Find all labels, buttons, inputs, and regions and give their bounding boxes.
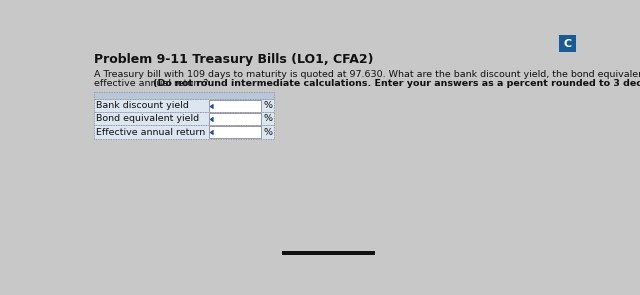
Text: %: %: [263, 114, 272, 123]
Text: (Do not round intermediate calculations. Enter your answers as a percent rounded: (Do not round intermediate calculations.…: [153, 79, 640, 88]
Text: Bank discount yield: Bank discount yield: [96, 101, 189, 110]
Bar: [94, 125, 274, 139]
Bar: [209, 113, 261, 125]
Bar: [209, 100, 261, 112]
Text: A Treasury bill with 109 days to maturity is quoted at 97.630. What are the bank: A Treasury bill with 109 days to maturit…: [94, 70, 640, 79]
Bar: [282, 251, 374, 255]
Bar: [94, 99, 274, 112]
Bar: [209, 126, 261, 138]
Bar: [94, 112, 274, 125]
Bar: [94, 92, 274, 99]
Text: Bond equivalent yield: Bond equivalent yield: [96, 114, 200, 123]
Text: Problem 9-11 Treasury Bills (LO1, CFA2): Problem 9-11 Treasury Bills (LO1, CFA2): [94, 53, 374, 66]
Text: effective annual return?: effective annual return?: [94, 79, 211, 88]
Text: %: %: [263, 101, 272, 110]
Text: C: C: [563, 39, 572, 49]
Bar: [559, 35, 576, 52]
Text: Effective annual return: Effective annual return: [96, 127, 205, 137]
Text: %: %: [263, 127, 272, 137]
